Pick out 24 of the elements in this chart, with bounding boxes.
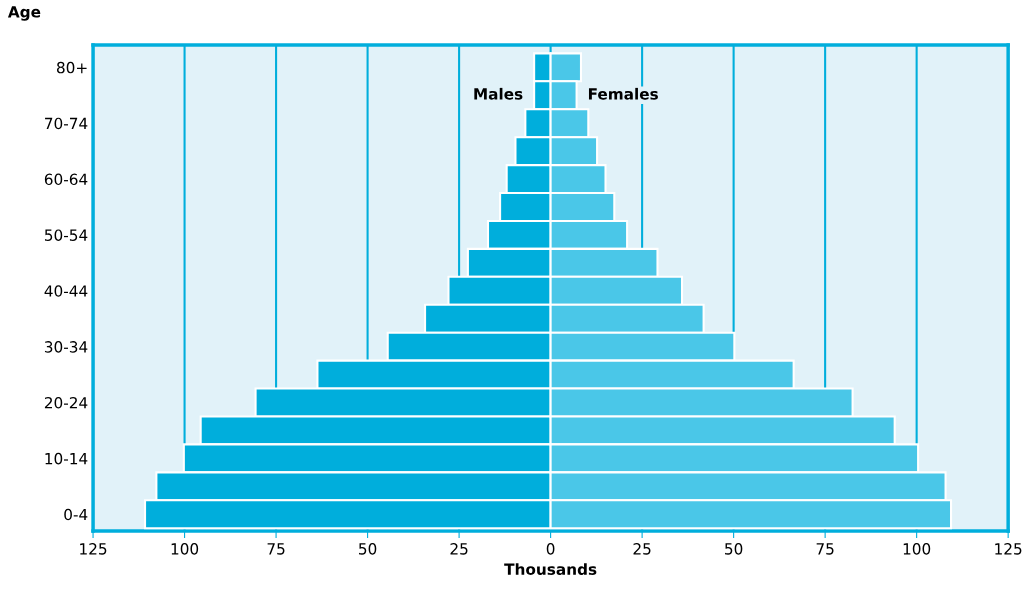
x-tick-label: 0 bbox=[546, 543, 555, 555]
x-tick-label: 125 bbox=[80, 543, 107, 555]
y-tick-label: 0-4 bbox=[64, 508, 88, 521]
x-tick-label: 125 bbox=[995, 543, 1022, 555]
x-tick-label: 50 bbox=[725, 543, 743, 555]
y-tick-label: 40-44 bbox=[44, 285, 88, 297]
y-tick-label: 70-74 bbox=[45, 117, 88, 130]
x-tick-label: 25 bbox=[633, 543, 651, 555]
y-tick-label: 10-14 bbox=[45, 452, 88, 465]
series-label: Males bbox=[474, 87, 523, 100]
x-axis-title: Thousands bbox=[504, 563, 597, 575]
y-tick-label: 80+ bbox=[56, 61, 87, 74]
x-tick-label: 75 bbox=[816, 543, 834, 555]
y-axis-title: Age bbox=[7, 6, 41, 21]
y-tick-label: 20-24 bbox=[44, 396, 88, 409]
x-tick-label: 75 bbox=[267, 543, 285, 555]
x-tick-label: 100 bbox=[903, 543, 931, 555]
series-label: Females bbox=[588, 87, 658, 100]
y-tick-label: 50-54 bbox=[44, 229, 88, 241]
x-tick-label: 50 bbox=[359, 543, 377, 555]
y-tick-label: 30-34 bbox=[44, 341, 88, 353]
x-tick-label: 25 bbox=[450, 543, 468, 555]
x-tick-label: 100 bbox=[171, 543, 199, 555]
y-tick-label: 60-64 bbox=[44, 173, 88, 186]
